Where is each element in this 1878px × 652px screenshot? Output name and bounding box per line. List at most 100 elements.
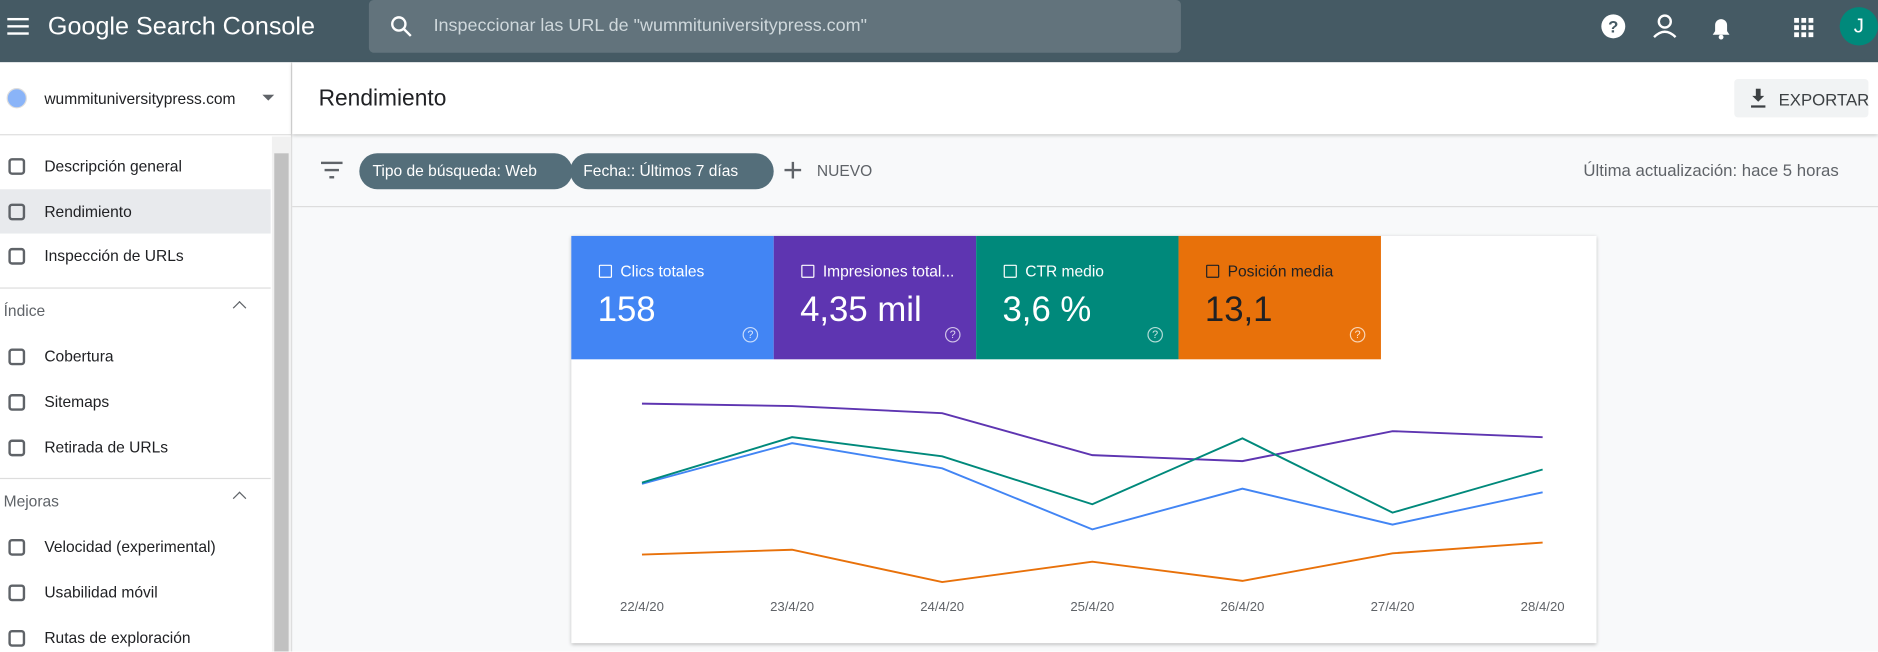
chart: 22/4/20 23/4/20 24/4/20 25/4/20 26/4/20 27/4/… <box>620 402 1565 614</box>
nav-icon <box>8 348 26 366</box>
metric-tile[interactable]: Clics totales 158? <box>571 235 774 360</box>
metric-tile[interactable]: Impresiones total... 4,35 mil? <box>773 235 977 360</box>
filter-chip[interactable]: Tipo de búsqueda: Web <box>359 153 573 190</box>
download-icon <box>1751 88 1766 108</box>
nav-icon <box>8 393 26 411</box>
icon-shape <box>8 348 26 366</box>
nav-label: Inspección de URLs <box>44 247 184 266</box>
nav-item[interactable]: Descripción general <box>0 144 271 188</box>
series-line <box>641 436 1543 514</box>
nav-label: Velocidad (experimental) <box>44 537 216 556</box>
property-name: wummituniversitypress.com <box>44 89 236 108</box>
nav-label: Usabilidad móvil <box>44 583 158 602</box>
series-line <box>641 442 1543 531</box>
metric-name: CTR medio <box>1025 262 1104 281</box>
metric-tile[interactable]: CTR medio 3,6 %? <box>976 235 1179 360</box>
svg-text:?: ? <box>1608 17 1618 36</box>
metric-value: 4,35 mil <box>800 291 922 330</box>
scrollbar <box>271 136 292 652</box>
nav-item[interactable]: Retirada de URLs <box>0 425 271 469</box>
nav-item[interactable]: Rendimiento <box>0 188 271 234</box>
nav-item[interactable]: Inspección de URLs <box>0 234 271 278</box>
search-placeholder: Inspeccionar las URL de "wummituniversit… <box>433 15 868 36</box>
toolbar-icons[interactable]: ? <box>1600 13 1828 42</box>
nav-label: Rutas de exploración <box>44 628 191 647</box>
divider <box>292 206 1878 208</box>
checkbox <box>598 264 613 278</box>
nav-divider <box>0 287 271 289</box>
metric-name: Impresiones total... <box>822 262 955 281</box>
help-icon: ? <box>1349 326 1366 343</box>
series-line <box>641 402 1543 463</box>
collapse-icon <box>232 491 247 506</box>
x-tick-label: 24/4/20 <box>920 599 964 614</box>
metric-name: Posición media <box>1227 262 1334 281</box>
filter-icon[interactable] <box>320 160 345 179</box>
nav-divider <box>0 478 271 480</box>
chip-label: Tipo de búsqueda: Web <box>372 161 537 180</box>
icon-shape <box>8 203 26 221</box>
dropdown-icon <box>262 94 275 101</box>
metric-value: 158 <box>597 291 656 330</box>
nav-icon <box>8 629 26 647</box>
icon-shape <box>8 629 26 647</box>
last-updated: Última actualización: hace 5 horas <box>1583 160 1839 180</box>
checkbox <box>1206 264 1220 278</box>
search-box[interactable]: Inspeccionar las URL de "wummituniversit… <box>368 0 1181 53</box>
series-line <box>641 541 1543 584</box>
nav-icon <box>8 203 26 221</box>
product-name: Google Search Console <box>47 13 315 41</box>
nav-item[interactable]: Usabilidad móvil <box>0 570 271 614</box>
checkbox <box>1003 264 1017 278</box>
icon-shape <box>8 248 26 266</box>
export-button[interactable]: EXPORTAR <box>1734 79 1870 118</box>
section-title[interactable]: Índice <box>3 301 46 320</box>
sidebar: wummituniversitypress.com Descripción ge… <box>0 62 293 652</box>
help-icon: ? <box>1147 326 1163 343</box>
x-tick-label: 22/4/20 <box>620 599 664 614</box>
x-tick-label: 27/4/20 <box>1371 599 1415 614</box>
collapse-icon <box>232 301 247 315</box>
page-title: Rendimiento <box>318 86 447 112</box>
help-icon: ? <box>944 326 961 343</box>
property-selector[interactable]: wummituniversitypress.com <box>0 62 292 136</box>
search-icon <box>391 16 412 37</box>
x-tick-label: 23/4/20 <box>770 599 814 614</box>
nav-label: Rendimiento <box>44 202 132 221</box>
filter-chip[interactable]: Fecha:: Últimos 7 días <box>570 153 775 190</box>
menu-icon[interactable] <box>7 17 31 36</box>
globe-icon <box>6 88 27 109</box>
nav-label: Cobertura <box>44 347 114 366</box>
nav-item[interactable]: Velocidad (experimental) <box>0 525 271 569</box>
icon-shape <box>8 393 26 411</box>
nav-item[interactable]: Rutas de exploración <box>0 615 271 651</box>
nav-label: Retirada de URLs <box>44 437 169 456</box>
nav-icon <box>8 539 26 556</box>
icon-shape <box>8 438 26 456</box>
nav-label: Sitemaps <box>44 392 110 411</box>
icon-shape <box>8 584 26 602</box>
top-bar: Google Search Console Inspeccionar las U… <box>0 0 1878 63</box>
new-filter[interactable]: NUEVO <box>816 161 873 180</box>
nav-label: Descripción general <box>44 156 182 175</box>
metric-tile[interactable]: Posición media 13,1? <box>1178 235 1381 360</box>
x-tick-label: 25/4/20 <box>1070 599 1114 614</box>
metric-value: 3,6 % <box>1002 291 1092 330</box>
performance-card: Clics totales 158? Impresiones total... 4,3… <box>571 235 1597 644</box>
x-tick-label: 26/4/20 <box>1220 599 1264 614</box>
x-tick-label: 28/4/20 <box>1521 599 1565 614</box>
page-header: Rendimiento EXPORTAR <box>292 62 1878 135</box>
avatar[interactable]: J <box>1839 7 1878 46</box>
export-label: EXPORTAR <box>1778 89 1870 109</box>
metric-name: Clics totales <box>620 262 705 281</box>
help-icon: ? <box>742 326 759 343</box>
chip-label: Fecha:: Últimos 7 días <box>583 161 739 180</box>
nav-icon <box>8 584 26 602</box>
nav-item[interactable]: Sitemaps <box>0 379 271 423</box>
nav-icon <box>8 158 26 175</box>
plus-icon <box>784 161 802 179</box>
nav-icon <box>8 248 26 266</box>
section-title[interactable]: Mejoras <box>3 492 59 511</box>
nav-item[interactable]: Cobertura <box>0 334 271 378</box>
nav-icon <box>8 438 26 456</box>
